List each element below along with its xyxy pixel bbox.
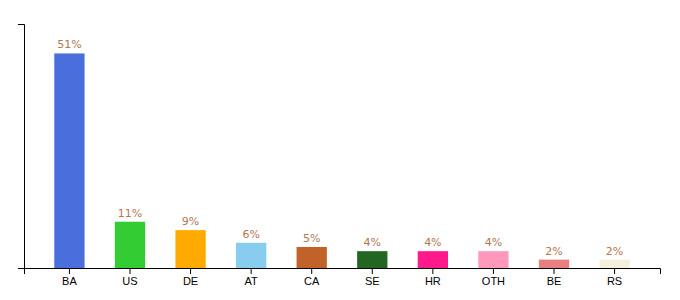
- chart-container: BA US DE AT CA SE HR OTH BE RS 51% 11% 9% 6% 5% 4% 4% 4% 2…: [0, 0, 680, 300]
- data-label: 2%: [545, 245, 562, 258]
- x-tick-mark: [432, 268, 433, 274]
- x-tick-label: DE: [183, 275, 198, 287]
- x-tick: AT: [245, 268, 259, 287]
- x-tick: BA: [62, 268, 77, 287]
- x-tick: BE: [547, 268, 562, 287]
- x-tick-label: OTH: [482, 275, 505, 287]
- data-label: 6%: [242, 228, 259, 241]
- data-label: 2%: [606, 245, 623, 258]
- bar: [357, 251, 387, 268]
- x-tick: OTH: [482, 268, 505, 287]
- chart-svg: BA US DE AT CA SE HR OTH BE RS 51% 11% 9% 6% 5% 4% 4% 4% 2…: [0, 0, 680, 300]
- bar: [478, 251, 508, 268]
- data-label: 11%: [118, 207, 142, 220]
- x-tick-mark: [614, 268, 615, 274]
- bars: [54, 53, 629, 268]
- x-tick: SE: [365, 268, 380, 287]
- bar: [418, 251, 448, 268]
- x-tick: RS: [607, 268, 622, 287]
- x-tick-label: BA: [62, 275, 77, 287]
- x-tick: HR: [425, 268, 441, 287]
- data-label: 9%: [182, 215, 199, 228]
- plot-area: BA US DE AT CA SE HR OTH BE RS 51% 11% 9% 6% 5% 4% 4% 4% 2…: [18, 25, 661, 287]
- bar: [599, 260, 629, 268]
- bar: [539, 260, 569, 268]
- bar: [297, 247, 327, 268]
- bar: [115, 222, 145, 268]
- x-tick: CA: [304, 268, 320, 287]
- data-label: 4%: [424, 236, 441, 249]
- bar: [175, 230, 205, 268]
- bar: [236, 243, 266, 268]
- data-label: 4%: [364, 236, 381, 249]
- x-tick-label: RS: [607, 275, 622, 287]
- y-axis-line: [18, 25, 25, 269]
- x-tick-mark: [190, 268, 191, 274]
- x-tick-label: HR: [425, 275, 441, 287]
- x-tick-mark: [69, 268, 70, 274]
- y-axis: [18, 25, 25, 269]
- x-tick-label: US: [122, 275, 137, 287]
- x-axis: BA US DE AT CA SE HR OTH BE RS: [25, 268, 661, 287]
- x-tick-label: AT: [245, 275, 259, 287]
- x-tick-mark: [251, 268, 252, 274]
- x-tick-label: SE: [365, 275, 380, 287]
- x-axis-line: [25, 269, 661, 275]
- x-tick: DE: [183, 268, 198, 287]
- data-labels: 51% 11% 9% 6% 5% 4% 4% 4% 2% 2%: [57, 38, 623, 257]
- x-tick-mark: [311, 268, 312, 274]
- x-tick-mark: [130, 268, 131, 274]
- x-tick-mark: [372, 268, 373, 274]
- data-label: 51%: [57, 38, 81, 51]
- x-tick-label: CA: [304, 275, 320, 287]
- x-tick: US: [122, 268, 137, 287]
- data-label: 5%: [303, 232, 320, 245]
- data-label: 4%: [485, 236, 502, 249]
- x-tick-mark: [493, 268, 494, 274]
- bar: [54, 53, 84, 268]
- x-tick-mark: [554, 268, 555, 274]
- x-tick-label: BE: [547, 275, 562, 287]
